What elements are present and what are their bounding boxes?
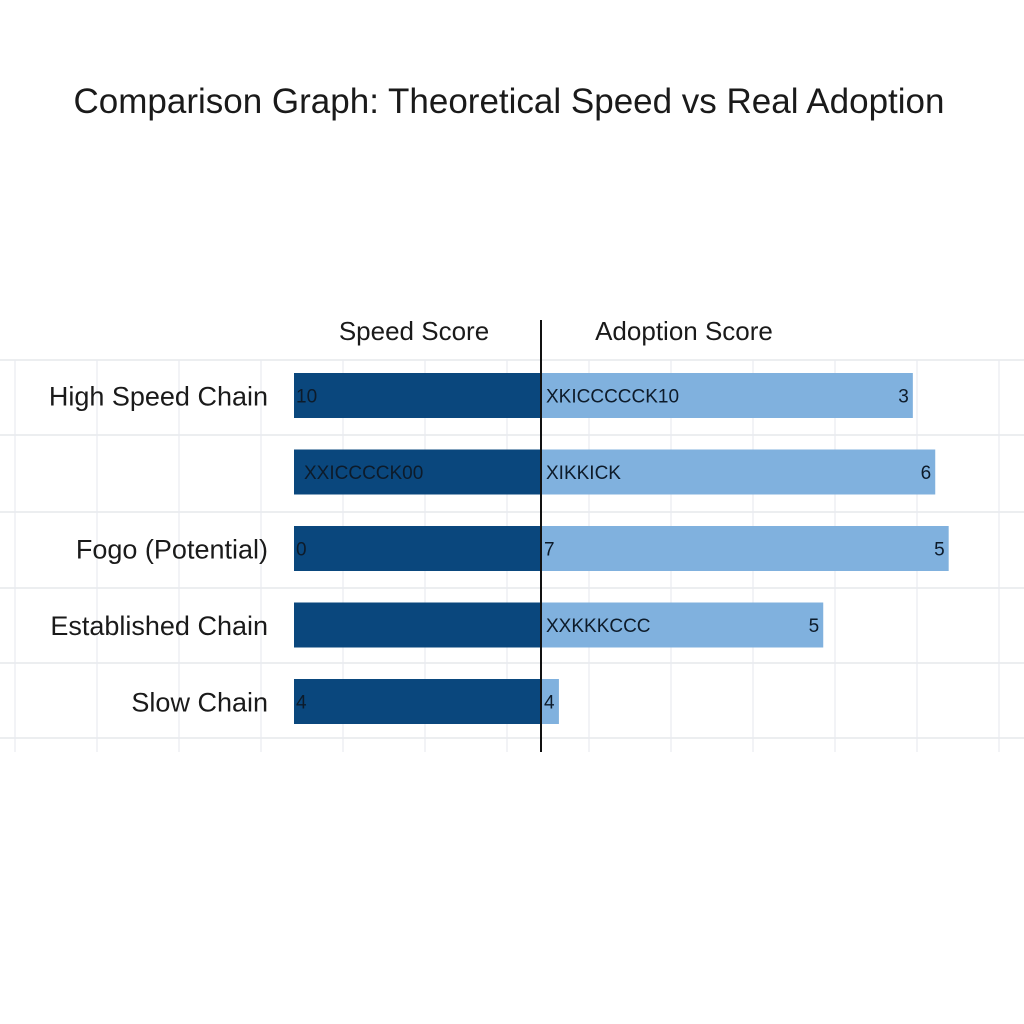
speed-data-label: 4 [296,693,307,714]
adoption-data-label: 7 [544,540,555,561]
adoption-data-label: XKICCCCCK10 [546,387,679,408]
adoption-end-label: 5 [809,616,820,637]
speed-bar [294,449,541,495]
adoption-bar [541,526,949,571]
speed-bar [294,679,541,724]
speed-data-label: 0 [296,540,307,561]
bars [294,373,949,724]
adoption-bar [541,679,559,724]
adoption-data-label: XXKKKCCC [546,616,651,637]
adoption-bar [541,449,936,495]
speed-score-header: Speed Score [339,316,489,346]
speed-data-label: XXICCCCK00 [304,463,423,484]
adoption-bar [541,602,824,648]
labels: Speed Score Adoption Score High Speed Ch… [49,316,945,718]
category-label: Established Chain [50,611,268,641]
category-label: Fogo (Potential) [76,535,268,565]
speed-data-label: 10 [296,387,317,408]
adoption-end-label: 6 [921,463,932,484]
adoption-data-label: XIKKICK [546,463,621,484]
category-label: High Speed Chain [49,382,268,412]
chart-title: Comparison Graph: Theoretical Speed vs R… [73,82,945,121]
adoption-score-header: Adoption Score [595,316,773,346]
speed-bar [294,526,541,571]
adoption-end-label: 3 [898,387,909,408]
speed-bar [294,602,541,648]
adoption-bar [541,373,913,418]
speed-bar [294,373,541,418]
adoption-end-label: 5 [934,540,945,561]
category-label: Slow Chain [131,688,268,718]
adoption-data-label: 4 [544,693,555,714]
